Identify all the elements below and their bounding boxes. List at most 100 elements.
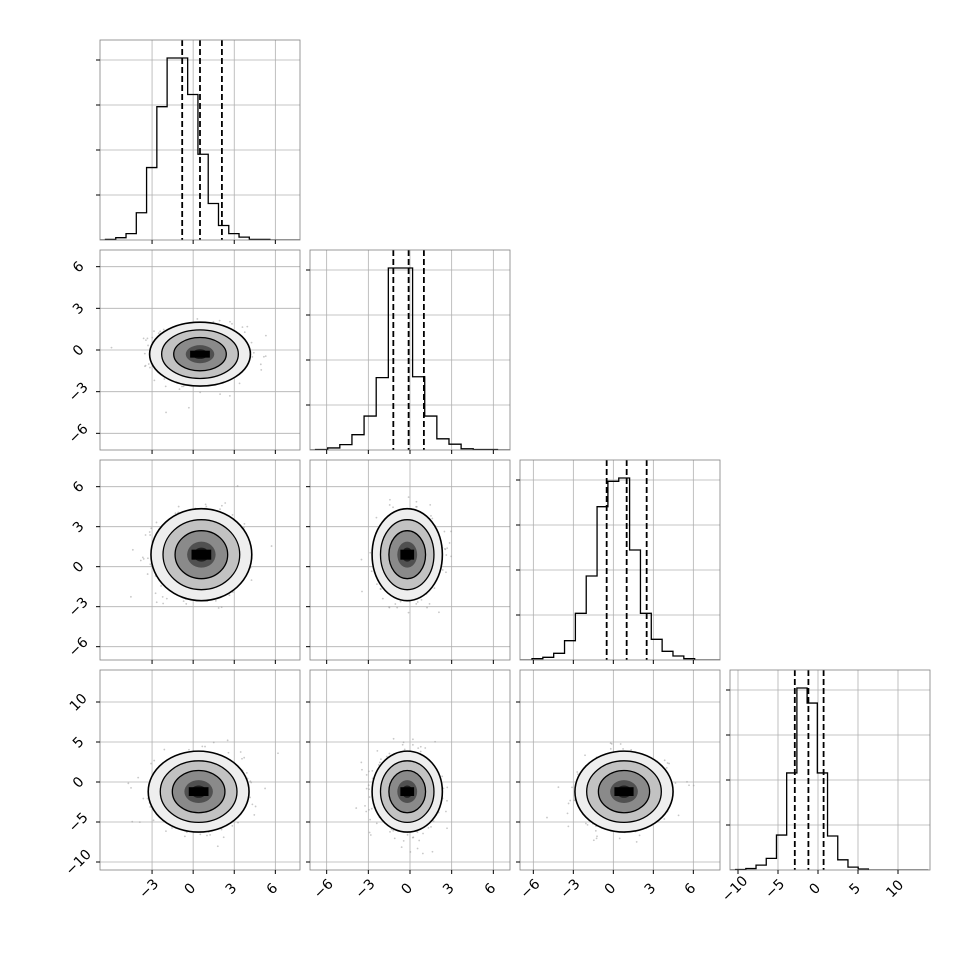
scatter-point [149, 806, 152, 808]
scatter-point [370, 570, 373, 573]
density-core [614, 787, 634, 796]
scatter-point [416, 601, 419, 603]
scatter-point [130, 786, 132, 789]
scatter-point [609, 747, 612, 750]
scatter-point [622, 748, 624, 750]
scatter-point [430, 825, 432, 828]
scatter-point [376, 749, 379, 752]
y-tick-label: 6 [70, 259, 88, 277]
scatter-point [249, 796, 251, 799]
scatter-point [146, 573, 149, 575]
scatter-point [585, 822, 587, 825]
scatter-point [416, 847, 419, 850]
x-tick-label: −6 [311, 876, 337, 902]
scatter-point [205, 505, 208, 508]
scatter-point [430, 514, 432, 517]
scatter-point [424, 747, 427, 749]
scatter-point [178, 388, 181, 391]
scatter-point [231, 824, 234, 827]
scatter-point [368, 808, 370, 811]
scatter-point [663, 818, 666, 820]
scatter-point [220, 828, 223, 831]
scatter-point [185, 603, 188, 605]
scatter-point [686, 780, 688, 783]
scatter-point [199, 833, 202, 836]
scatter-point [218, 319, 221, 322]
histogram-panel-1 [306, 249, 511, 454]
scatter-point [365, 787, 368, 790]
scatter-point [429, 503, 432, 506]
scatter-point [163, 378, 166, 380]
scatter-point [677, 814, 680, 817]
scatter-point [147, 363, 150, 365]
scatter-point [217, 607, 220, 609]
scatter-point [595, 837, 598, 840]
scatter-point [228, 594, 231, 597]
scatter-point [155, 521, 158, 524]
scatter-point [250, 341, 253, 344]
scatter-point [260, 369, 263, 371]
scatter-point [412, 738, 414, 741]
y-tick-label: −6 [66, 421, 92, 447]
scatter-point [270, 545, 273, 547]
scatter-point [153, 379, 156, 382]
scatter-point [131, 820, 134, 823]
scatter-point [214, 599, 217, 602]
scatter-point [360, 558, 363, 561]
scatter-point [388, 606, 390, 608]
scatter-point [403, 748, 406, 751]
scatter-point [445, 571, 447, 574]
scatter-point [370, 807, 373, 810]
y-tick-label: 5 [70, 734, 88, 752]
scatter-point [567, 802, 570, 805]
scatter-point [445, 554, 448, 556]
scatter-point [127, 782, 130, 785]
scatter-point [368, 770, 370, 773]
scatter-point [146, 557, 149, 560]
scatter-point [220, 504, 223, 507]
scatter-point [576, 771, 579, 773]
scatter-point [433, 587, 436, 590]
scatter-point [224, 502, 227, 504]
scatter-point [142, 558, 145, 560]
scatter-point [417, 747, 420, 750]
scatter-point [212, 741, 215, 744]
scatter-point [446, 547, 449, 549]
scatter-point [375, 516, 378, 519]
x-tick-label: 0 [602, 880, 620, 898]
scatter-point [421, 852, 424, 855]
scatter-point [177, 505, 180, 508]
scatter-point [245, 772, 248, 774]
scatter-point [592, 839, 595, 842]
scatter-point [162, 602, 165, 605]
scatter-point [243, 331, 246, 334]
scatter-point [402, 839, 405, 842]
scatter-point [153, 759, 156, 762]
scatter-point [665, 766, 668, 769]
scatter-point [434, 740, 436, 743]
scatter-point [252, 351, 255, 354]
scatter-panel-2-0: −6 −3 0 3 6 [66, 459, 301, 664]
scatter-point [149, 366, 151, 369]
scatter-point [389, 830, 391, 833]
y-tick-label: 0 [70, 774, 88, 792]
scatter-point [415, 500, 418, 503]
scatter-point [151, 336, 154, 339]
scatter-point [369, 834, 372, 836]
scatter-point [392, 737, 395, 740]
scatter-point [251, 355, 254, 358]
scatter-point [147, 344, 149, 347]
scatter-point [663, 759, 666, 762]
scatter-point [355, 807, 358, 809]
scatter-point [399, 600, 402, 603]
histogram-step-line [520, 477, 720, 660]
scatter-point [216, 845, 219, 848]
scatter-point [131, 548, 134, 551]
scatter-panel-2-1 [306, 459, 511, 664]
scatter-point [450, 555, 453, 558]
y-tick-label: −10 [63, 847, 95, 879]
scatter-point [416, 831, 419, 834]
scatter-point [666, 762, 669, 764]
scatter-point [392, 506, 394, 509]
scatter-point [259, 363, 262, 366]
